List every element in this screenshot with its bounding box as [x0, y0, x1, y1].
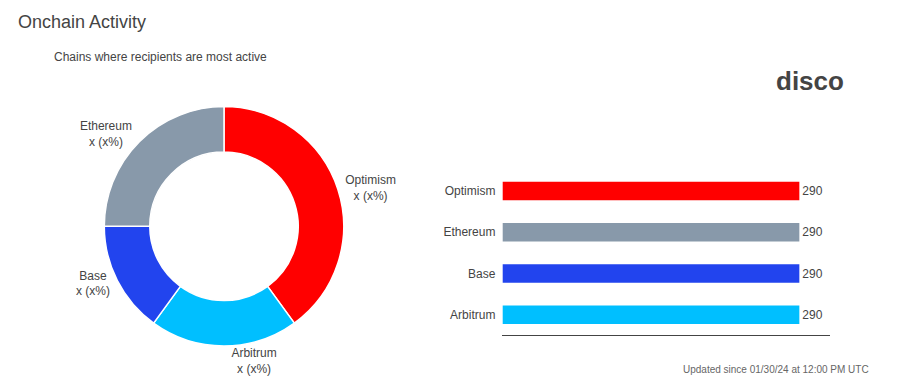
svg-text:Optimism: Optimism — [445, 184, 496, 198]
svg-text:Optimismx (x%): Optimismx (x%) — [345, 173, 396, 203]
svg-text:Updated since 01/30/24 at 12:0: Updated since 01/30/24 at 12:00 PM UTC — [683, 364, 869, 375]
svg-text:290: 290 — [802, 267, 822, 281]
svg-text:Ethereumx (x%): Ethereumx (x%) — [80, 119, 132, 149]
svg-text:290: 290 — [802, 308, 822, 322]
svg-text:Chains where recipients are mo: Chains where recipients are most active — [54, 50, 267, 64]
svg-text:Base: Base — [468, 267, 496, 281]
svg-text:Arbitrumx (x%): Arbitrumx (x%) — [231, 346, 276, 376]
svg-text:Arbitrum: Arbitrum — [450, 308, 495, 322]
svg-text:Basex (x%): Basex (x%) — [76, 269, 110, 299]
svg-text:290: 290 — [802, 225, 822, 239]
svg-text:disco: disco — [776, 66, 844, 96]
svg-text:290: 290 — [802, 184, 822, 198]
svg-text:Onchain Activity: Onchain Activity — [18, 12, 146, 32]
svg-text:Ethereum: Ethereum — [443, 225, 495, 239]
